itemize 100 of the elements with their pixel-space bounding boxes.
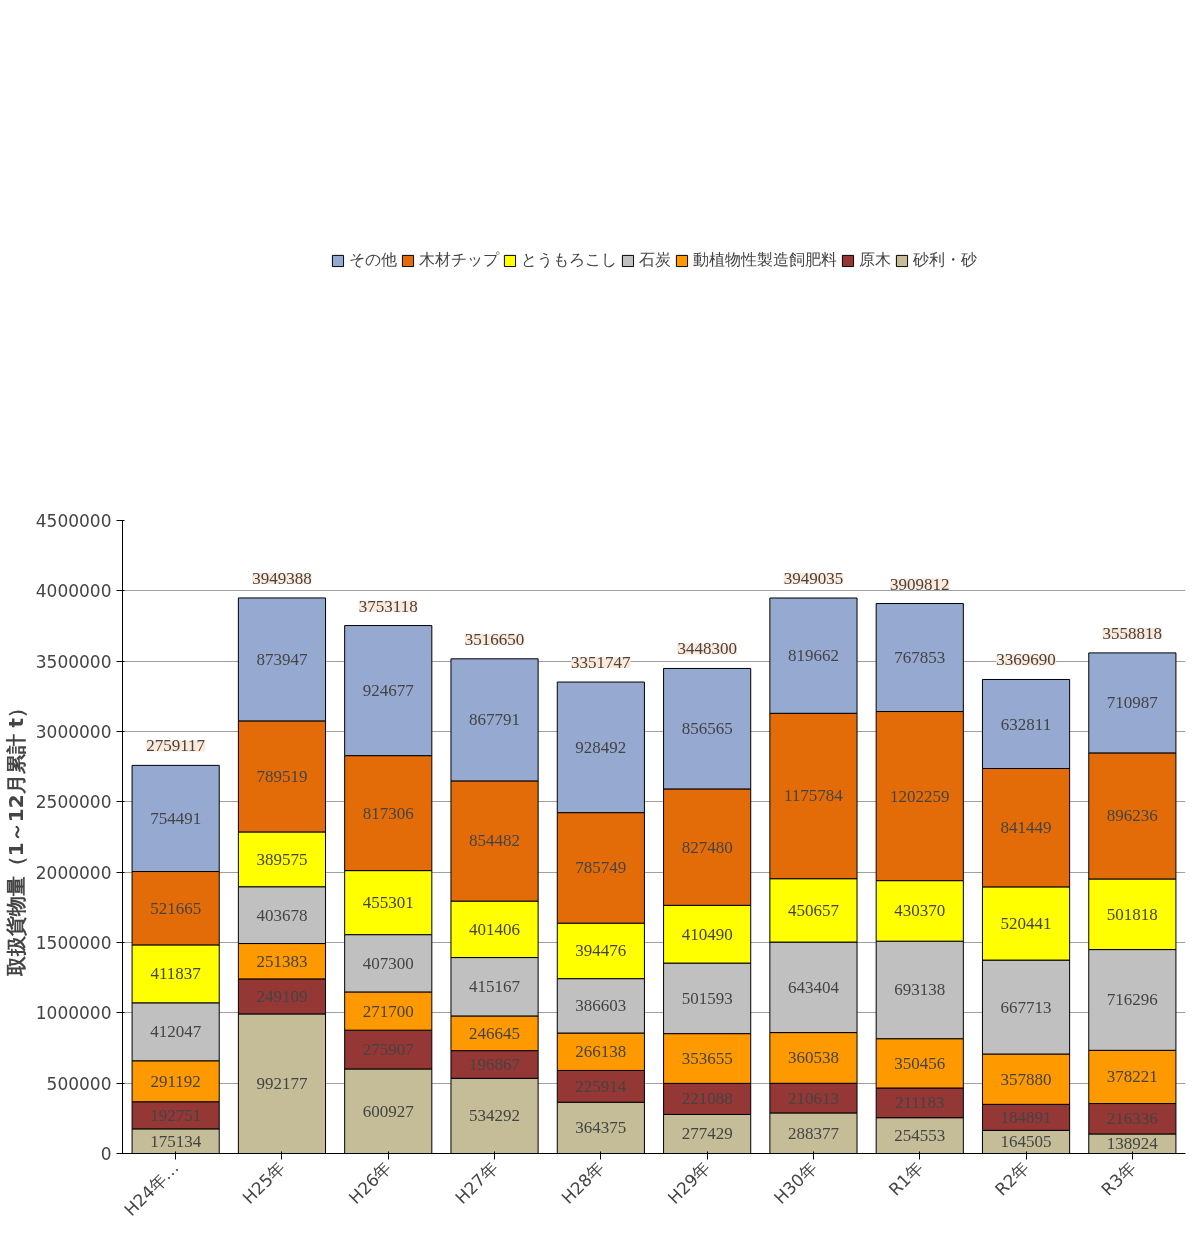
data-label: 928492	[575, 737, 627, 757]
data-label: 216336	[1106, 1109, 1158, 1129]
legend-label: その他	[349, 249, 397, 271]
data-label: 378221	[1106, 1067, 1158, 1087]
data-label: 364375	[575, 1118, 627, 1138]
data-label: 450657	[787, 900, 840, 920]
y-tick-label: 1500000	[35, 933, 112, 953]
y-axis-title: 取扱貨物量（1～12月累計 t）	[3, 697, 28, 978]
data-label: 225914	[575, 1076, 627, 1096]
data-label: 266138	[575, 1042, 627, 1062]
data-label: 210613	[787, 1088, 839, 1108]
data-label: 643404	[787, 977, 840, 997]
legend-label: 原木	[859, 249, 891, 271]
data-label: 1175784	[784, 786, 844, 806]
y-tick-label: 1000000	[35, 1003, 112, 1024]
data-label: 386603	[575, 996, 627, 1016]
data-label: 254553	[894, 1126, 946, 1146]
data-label: 785749	[575, 858, 627, 878]
data-label: 389575	[256, 849, 308, 869]
data-label: 854482	[469, 831, 521, 851]
data-label: 873947	[256, 649, 308, 669]
y-tick-label: 2000000	[35, 862, 112, 883]
data-label: 1202259	[890, 786, 950, 806]
data-label: 291192	[150, 1071, 201, 1091]
data-label: 520441	[1000, 913, 1052, 933]
data-label: 600927	[362, 1101, 415, 1121]
data-label: 827480	[681, 837, 733, 857]
data-label: 789519	[256, 766, 308, 786]
data-label: 867791	[469, 710, 521, 730]
data-label: 896236	[1106, 806, 1158, 826]
data-label: 767853	[894, 648, 946, 668]
data-label: 819662	[787, 646, 839, 666]
data-label: 693138	[894, 980, 946, 1000]
data-label: 360538	[787, 1048, 839, 1068]
data-label: 455301	[362, 893, 414, 913]
legend-label: 動植物性製造飼肥料	[693, 249, 837, 271]
data-label: 667713	[1000, 997, 1052, 1017]
data-label: 184891	[1000, 1107, 1052, 1127]
data-label: 196867	[469, 1055, 521, 1074]
data-label: 534292	[469, 1106, 521, 1126]
total-label: 3558818	[1102, 623, 1163, 643]
y-tick-label: 2500000	[35, 792, 112, 813]
data-label: 211183	[894, 1093, 945, 1113]
data-label: 401406	[469, 919, 521, 939]
legend-label: 木材チップ	[419, 249, 499, 271]
data-label: 521665	[150, 898, 202, 918]
data-label: 288377	[787, 1123, 840, 1143]
data-label: 412047	[150, 1022, 202, 1042]
data-label: 353655	[681, 1049, 733, 1068]
y-tick-label: 4500000	[35, 511, 112, 531]
y-tick-label: 3000000	[35, 722, 112, 742]
data-label: 175134	[150, 1131, 202, 1151]
data-label: 271700	[362, 1001, 414, 1021]
data-label: 394476	[575, 941, 627, 961]
data-label: 992177	[256, 1074, 308, 1094]
y-tick-label: 500000	[46, 1073, 112, 1094]
x-tick-label: R1年	[884, 1157, 927, 1200]
data-label: 632811	[1000, 714, 1052, 734]
data-label: 221088	[681, 1089, 733, 1109]
data-label: 924677	[362, 681, 415, 701]
total-label: 3949035	[783, 569, 844, 588]
total-label: 3516650	[464, 629, 525, 649]
data-label: 411837	[150, 964, 202, 984]
total-label: 3369690	[996, 650, 1056, 670]
data-label: 817306	[362, 803, 414, 823]
data-label: 407300	[362, 953, 414, 973]
data-label: 192751	[150, 1105, 202, 1125]
data-label: 410490	[681, 924, 733, 944]
data-label: 754491	[150, 808, 202, 828]
total-label: 3949388	[252, 568, 312, 588]
y-tick-label: 4000000	[35, 581, 112, 602]
data-label: 357880	[1000, 1069, 1052, 1089]
data-label: 246645	[469, 1023, 521, 1043]
data-label: 403678	[256, 905, 308, 925]
x-tick-label: R2年	[990, 1157, 1034, 1200]
x-tick-label: R3年	[1097, 1157, 1140, 1200]
data-label: 430370	[894, 901, 946, 921]
data-label: 138924	[1106, 1134, 1159, 1154]
data-label: 277429	[681, 1124, 733, 1144]
data-label: 251383	[256, 951, 308, 971]
data-label: 501593	[681, 988, 733, 1008]
data-label: 716296	[1106, 990, 1158, 1010]
y-tick-label: 0	[100, 1144, 112, 1164]
total-label: 3351747	[571, 653, 632, 673]
data-label: 415167	[469, 977, 521, 997]
legend-label: 砂利・砂	[913, 249, 977, 271]
legend-label: とうもろこし	[521, 249, 617, 271]
legend-label: 石炭	[639, 249, 671, 271]
data-label: 249109	[256, 986, 308, 1006]
total-label: 3909812	[890, 574, 950, 594]
total-label: 2759117	[146, 736, 206, 756]
data-label: 841449	[1000, 818, 1052, 838]
data-label: 710987	[1106, 693, 1159, 713]
data-label: 501818	[1106, 904, 1158, 924]
total-label: 3448300	[677, 639, 737, 659]
data-label: 856565	[681, 719, 733, 739]
total-label: 3753118	[358, 596, 418, 616]
y-tick-label: 3500000	[35, 651, 112, 672]
data-label: 164505	[1000, 1132, 1052, 1152]
data-label: 350456	[894, 1053, 946, 1073]
